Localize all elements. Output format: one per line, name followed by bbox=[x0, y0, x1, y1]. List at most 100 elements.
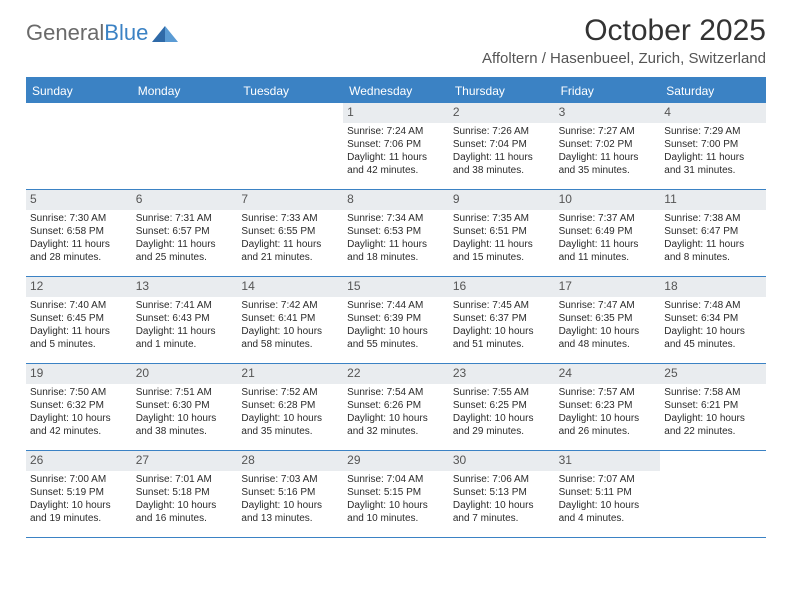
sunset-line: Sunset: 5:19 PM bbox=[30, 486, 128, 499]
calendar-day: 11Sunrise: 7:38 AMSunset: 6:47 PMDayligh… bbox=[660, 190, 766, 276]
day-number: 4 bbox=[664, 105, 671, 119]
sunset-line: Sunset: 6:49 PM bbox=[559, 225, 657, 238]
calendar-day: 21Sunrise: 7:52 AMSunset: 6:28 PMDayligh… bbox=[237, 364, 343, 450]
sunrise-line: Sunrise: 7:29 AM bbox=[664, 125, 762, 138]
daylight-line: Daylight: 11 hours and 28 minutes. bbox=[30, 238, 128, 264]
day-number-band: 12 bbox=[26, 277, 132, 297]
day-number-band: 28 bbox=[237, 451, 343, 471]
sunset-line: Sunset: 6:43 PM bbox=[136, 312, 234, 325]
day-number: 28 bbox=[241, 453, 254, 467]
day-number-band: 20 bbox=[132, 364, 238, 384]
day-number: 17 bbox=[559, 279, 572, 293]
day-number: 19 bbox=[30, 366, 43, 380]
sunrise-line: Sunrise: 7:52 AM bbox=[241, 386, 339, 399]
calendar-day bbox=[660, 451, 766, 537]
daylight-line: Daylight: 10 hours and 55 minutes. bbox=[347, 325, 445, 351]
sunrise-line: Sunrise: 7:07 AM bbox=[559, 473, 657, 486]
day-number: 16 bbox=[453, 279, 466, 293]
calendar-day bbox=[132, 103, 238, 189]
daylight-line: Daylight: 10 hours and 29 minutes. bbox=[453, 412, 551, 438]
sunset-line: Sunset: 6:28 PM bbox=[241, 399, 339, 412]
daylight-line: Daylight: 10 hours and 42 minutes. bbox=[30, 412, 128, 438]
daylight-line: Daylight: 10 hours and 10 minutes. bbox=[347, 499, 445, 525]
daylight-line: Daylight: 10 hours and 13 minutes. bbox=[241, 499, 339, 525]
calendar-day: 17Sunrise: 7:47 AMSunset: 6:35 PMDayligh… bbox=[555, 277, 661, 363]
weekday-label: Thursday bbox=[449, 79, 555, 103]
day-number-band: 18 bbox=[660, 277, 766, 297]
sunset-line: Sunset: 5:13 PM bbox=[453, 486, 551, 499]
sunset-line: Sunset: 7:06 PM bbox=[347, 138, 445, 151]
day-number: 21 bbox=[241, 366, 254, 380]
sunrise-line: Sunrise: 7:30 AM bbox=[30, 212, 128, 225]
calendar-day: 8Sunrise: 7:34 AMSunset: 6:53 PMDaylight… bbox=[343, 190, 449, 276]
calendar-day: 25Sunrise: 7:58 AMSunset: 6:21 PMDayligh… bbox=[660, 364, 766, 450]
sunset-line: Sunset: 6:53 PM bbox=[347, 225, 445, 238]
sunrise-line: Sunrise: 7:47 AM bbox=[559, 299, 657, 312]
sunrise-line: Sunrise: 7:50 AM bbox=[30, 386, 128, 399]
day-number: 29 bbox=[347, 453, 360, 467]
sunset-line: Sunset: 5:15 PM bbox=[347, 486, 445, 499]
sunrise-line: Sunrise: 7:51 AM bbox=[136, 386, 234, 399]
sunrise-line: Sunrise: 7:55 AM bbox=[453, 386, 551, 399]
calendar-page: GeneralBlue October 2025 Affoltern / Has… bbox=[0, 0, 792, 538]
day-number-band: 17 bbox=[555, 277, 661, 297]
weekday-label: Sunday bbox=[26, 79, 132, 103]
day-number: 3 bbox=[559, 105, 566, 119]
calendar-day: 26Sunrise: 7:00 AMSunset: 5:19 PMDayligh… bbox=[26, 451, 132, 537]
sunrise-line: Sunrise: 7:31 AM bbox=[136, 212, 234, 225]
day-number: 27 bbox=[136, 453, 149, 467]
day-number-band: 6 bbox=[132, 190, 238, 210]
day-number: 6 bbox=[136, 192, 143, 206]
daylight-line: Daylight: 11 hours and 38 minutes. bbox=[453, 151, 551, 177]
title-block: October 2025 Affoltern / Hasenbueel, Zur… bbox=[482, 14, 766, 67]
logo-word2: Blue bbox=[104, 20, 148, 45]
daylight-line: Daylight: 10 hours and 48 minutes. bbox=[559, 325, 657, 351]
daylight-line: Daylight: 10 hours and 19 minutes. bbox=[30, 499, 128, 525]
sunrise-line: Sunrise: 7:37 AM bbox=[559, 212, 657, 225]
calendar-day: 31Sunrise: 7:07 AMSunset: 5:11 PMDayligh… bbox=[555, 451, 661, 537]
calendar-day: 15Sunrise: 7:44 AMSunset: 6:39 PMDayligh… bbox=[343, 277, 449, 363]
day-number-band: 10 bbox=[555, 190, 661, 210]
sunset-line: Sunset: 6:32 PM bbox=[30, 399, 128, 412]
sunset-line: Sunset: 6:57 PM bbox=[136, 225, 234, 238]
calendar-day: 4Sunrise: 7:29 AMSunset: 7:00 PMDaylight… bbox=[660, 103, 766, 189]
calendar-day: 14Sunrise: 7:42 AMSunset: 6:41 PMDayligh… bbox=[237, 277, 343, 363]
calendar-day: 28Sunrise: 7:03 AMSunset: 5:16 PMDayligh… bbox=[237, 451, 343, 537]
day-number-band: 9 bbox=[449, 190, 555, 210]
calendar-week: 26Sunrise: 7:00 AMSunset: 5:19 PMDayligh… bbox=[26, 451, 766, 538]
logo: GeneralBlue bbox=[26, 14, 178, 46]
calendar-day: 2Sunrise: 7:26 AMSunset: 7:04 PMDaylight… bbox=[449, 103, 555, 189]
sunset-line: Sunset: 6:26 PM bbox=[347, 399, 445, 412]
header: GeneralBlue October 2025 Affoltern / Has… bbox=[26, 14, 766, 67]
sunset-line: Sunset: 5:18 PM bbox=[136, 486, 234, 499]
calendar-day: 10Sunrise: 7:37 AMSunset: 6:49 PMDayligh… bbox=[555, 190, 661, 276]
sunrise-line: Sunrise: 7:58 AM bbox=[664, 386, 762, 399]
calendar-day: 20Sunrise: 7:51 AMSunset: 6:30 PMDayligh… bbox=[132, 364, 238, 450]
calendar-day bbox=[26, 103, 132, 189]
sunrise-line: Sunrise: 7:48 AM bbox=[664, 299, 762, 312]
day-number-band: 14 bbox=[237, 277, 343, 297]
sunrise-line: Sunrise: 7:45 AM bbox=[453, 299, 551, 312]
day-number: 15 bbox=[347, 279, 360, 293]
daylight-line: Daylight: 11 hours and 35 minutes. bbox=[559, 151, 657, 177]
day-number: 12 bbox=[30, 279, 43, 293]
sunrise-line: Sunrise: 7:33 AM bbox=[241, 212, 339, 225]
location: Affoltern / Hasenbueel, Zurich, Switzerl… bbox=[482, 50, 766, 67]
sunrise-line: Sunrise: 7:35 AM bbox=[453, 212, 551, 225]
day-number: 18 bbox=[664, 279, 677, 293]
daylight-line: Daylight: 11 hours and 21 minutes. bbox=[241, 238, 339, 264]
calendar-day: 27Sunrise: 7:01 AMSunset: 5:18 PMDayligh… bbox=[132, 451, 238, 537]
daylight-line: Daylight: 11 hours and 25 minutes. bbox=[136, 238, 234, 264]
sunrise-line: Sunrise: 7:38 AM bbox=[664, 212, 762, 225]
daylight-line: Daylight: 11 hours and 8 minutes. bbox=[664, 238, 762, 264]
daylight-line: Daylight: 11 hours and 1 minute. bbox=[136, 325, 234, 351]
daylight-line: Daylight: 10 hours and 26 minutes. bbox=[559, 412, 657, 438]
calendar-week: 1Sunrise: 7:24 AMSunset: 7:06 PMDaylight… bbox=[26, 103, 766, 190]
sunrise-line: Sunrise: 7:34 AM bbox=[347, 212, 445, 225]
sunset-line: Sunset: 6:37 PM bbox=[453, 312, 551, 325]
weekday-label: Monday bbox=[132, 79, 238, 103]
sunset-line: Sunset: 7:00 PM bbox=[664, 138, 762, 151]
day-number: 31 bbox=[559, 453, 572, 467]
sunrise-line: Sunrise: 7:01 AM bbox=[136, 473, 234, 486]
weekday-label: Friday bbox=[555, 79, 661, 103]
